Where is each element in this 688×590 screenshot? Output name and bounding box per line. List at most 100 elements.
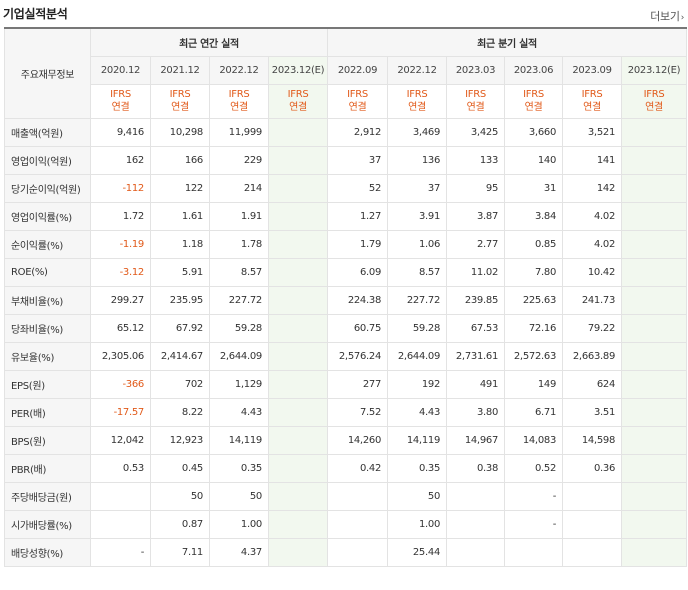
standard-quarterly-5: IFRS 연결 [621, 83, 688, 119]
table-row: 매출액(억원) 9,416 10,298 11,999 2,912 3,469 3,425 3… [4, 117, 688, 147]
standard-line2: 연결 [348, 102, 367, 113]
row-label: 부채비율(%) [4, 285, 91, 315]
cell-annual-2: 1.91 [209, 201, 269, 231]
standard-line1: IFRS [523, 89, 544, 100]
period-quarterly-2: 2023.03 [446, 55, 506, 85]
cell-quarterly-5 [621, 453, 688, 483]
table-row: 주당배당금(원) 50 50 50- [4, 481, 688, 511]
standard-line1: IFRS [643, 89, 665, 100]
cell-annual-2: 227.72 [209, 285, 269, 315]
cell-quarterly-0: 37 [327, 145, 389, 175]
cell-annual-1: 0.87 [150, 509, 210, 539]
cell-annual-0: 9,416 [90, 117, 151, 147]
cell-quarterly-5 [621, 425, 688, 455]
cell-annual-0: -3.12 [90, 257, 151, 287]
cell-quarterly-1: 59.28 [387, 313, 448, 343]
standard-line2: 연결 [171, 102, 189, 113]
cell-quarterly-2: 14,967 [446, 425, 506, 455]
cell-quarterly-4: 142 [562, 173, 623, 203]
cell-quarterly-1: 14,119 [387, 425, 448, 455]
cell-quarterly-0: 7.52 [327, 397, 389, 427]
cell-quarterly-3: 31 [504, 173, 564, 203]
cell-quarterly-4: 14,598 [562, 425, 623, 455]
cell-quarterly-1: 3.91 [387, 201, 448, 231]
cell-annual-3 [267, 453, 329, 483]
period-annual-1: 2021.12 [150, 55, 210, 85]
cell-quarterly-4: 0.36 [562, 453, 623, 483]
cell-annual-3 [267, 229, 329, 259]
cell-quarterly-1: 37 [387, 173, 448, 203]
cell-annual-0: 2,305.06 [90, 341, 151, 371]
cell-quarterly-0 [327, 481, 389, 511]
cell-quarterly-2 [446, 537, 506, 567]
cell-quarterly-0: 52 [327, 173, 389, 203]
cell-quarterly-3: 0.52 [504, 453, 564, 483]
standard-line1: IFRS [406, 89, 428, 100]
cell-quarterly-0: 224.38 [327, 285, 389, 315]
row-label: 배당성향(%) [4, 537, 91, 567]
row-label: 당좌비율(%) [4, 313, 91, 343]
cell-annual-1: 0.45 [150, 453, 210, 483]
standard-quarterly-3: IFRS 연결 [504, 83, 564, 119]
quarterly-group-header: 최근 분기 실적 [327, 27, 688, 57]
cell-annual-1: 1.61 [150, 201, 210, 231]
cell-quarterly-3: 225.63 [504, 285, 564, 315]
cell-annual-0 [90, 481, 151, 511]
cell-quarterly-4 [562, 537, 623, 567]
table-row: 배당성향(%) -7.11 4.37 25.44 [4, 537, 688, 567]
standard-quarterly-1: IFRS 연결 [387, 83, 448, 119]
more-link[interactable]: 더보기› [650, 8, 684, 24]
cell-annual-1: 8.22 [150, 397, 210, 427]
cell-annual-3 [267, 145, 329, 175]
cell-annual-2: 1,129 [209, 369, 269, 399]
cell-quarterly-1: 50 [387, 481, 448, 511]
cell-annual-0: -112 [90, 173, 151, 203]
cell-annual-3 [267, 481, 329, 511]
cell-annual-0: 12,042 [90, 425, 151, 455]
cell-annual-0: 1.72 [90, 201, 151, 231]
standard-line1: IFRS [228, 89, 250, 100]
cell-quarterly-1: 1.00 [387, 509, 448, 539]
cell-quarterly-5 [621, 397, 688, 427]
row-label: 영업이익(억원) [4, 145, 91, 175]
cell-annual-3 [267, 341, 329, 371]
period-annual-0: 2020.12 [90, 55, 151, 85]
cell-quarterly-0: 1.79 [327, 229, 389, 259]
standard-line2: 연결 [111, 102, 130, 113]
cell-annual-1: 1.18 [150, 229, 210, 259]
annual-group-header: 최근 연간 실적 [89, 27, 329, 57]
cell-annual-0: 162 [90, 145, 151, 175]
cell-annual-1: 67.92 [150, 313, 210, 343]
row-label: PBR(배) [4, 453, 91, 483]
cell-annual-3 [267, 397, 329, 427]
cell-annual-2: 0.35 [209, 453, 269, 483]
cell-quarterly-1: 2,644.09 [387, 341, 448, 371]
cell-quarterly-2: 3.80 [446, 397, 506, 427]
standard-line2: 연결 [524, 102, 543, 113]
cell-annual-2: 14,119 [209, 425, 269, 455]
period-quarterly-0: 2022.09 [327, 55, 389, 85]
table-row: 유보율(%) 2,305.06 2,414.67 2,644.09 2,576.24 2,… [4, 341, 688, 371]
cell-annual-1: 122 [150, 173, 210, 203]
cell-quarterly-5 [621, 341, 688, 371]
standard-line1: IFRS [347, 89, 368, 100]
row-label: 시가배당률(%) [4, 509, 91, 539]
cell-annual-0: 299.27 [90, 285, 151, 315]
row-label: EPS(원) [4, 369, 91, 399]
cell-quarterly-4: 79.22 [562, 313, 623, 343]
standard-annual-1: IFRS 연결 [150, 83, 210, 119]
cell-quarterly-4: 624 [562, 369, 623, 399]
financial-table: 주요재무정보 최근 연간 실적 최근 분기 실적 2020.12 2021.12 2… [4, 27, 688, 567]
cell-quarterly-5 [621, 313, 688, 343]
more-label[interactable]: 더보기 [650, 10, 680, 23]
cell-annual-3 [267, 285, 329, 315]
cell-annual-2: 59.28 [209, 313, 269, 343]
cell-annual-1: 12,923 [150, 425, 210, 455]
standard-annual-2: IFRS 연결 [209, 83, 269, 119]
cell-quarterly-5 [621, 537, 688, 567]
table-row: 당기순이익(억원) -112 122 214 52 37 95 31 142 [4, 173, 688, 203]
chevron-right-icon: › [680, 13, 685, 23]
standard-quarterly-2: IFRS 연결 [446, 83, 506, 119]
cell-quarterly-1: 1.06 [387, 229, 448, 259]
cell-annual-3 [267, 257, 329, 287]
